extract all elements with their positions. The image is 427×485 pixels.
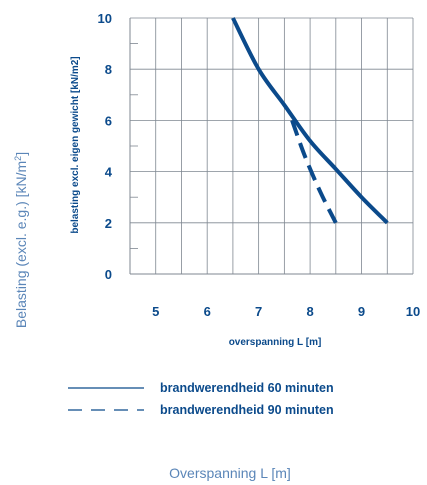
series	[231, 17, 389, 225]
legend-solid-label: brandwerendheid 60 minuten	[160, 381, 334, 395]
x-tick-label: 6	[204, 304, 211, 319]
y-tick-labels: 0 2 4 6 8 10	[98, 11, 113, 282]
legend-dashed-label: brandwerendheid 90 minuten	[160, 403, 334, 417]
y-tick-label: 2	[105, 216, 112, 231]
y-tick-label: 10	[98, 11, 112, 26]
y-axis-label: belasting excl. eigen gewicht [kN/m2]	[70, 56, 81, 233]
x-tick-labels: 5 6 7 8 9 10	[152, 304, 420, 319]
x-tick-label: 7	[255, 304, 262, 319]
x-tick-label: 5	[152, 304, 159, 319]
axes	[129, 18, 413, 275]
legend: brandwerendheid 60 minuten brandwerendhe…	[68, 381, 334, 417]
y-tick-label: 4	[105, 165, 113, 180]
outer-y-axis-label: Belasting (excl. e.g.) [kN/m2]	[13, 152, 29, 328]
grid	[130, 17, 414, 274]
x-tick-label: 8	[306, 304, 313, 319]
y-tick-label: 0	[105, 267, 112, 282]
x-axis-label: overspanning L [m]	[229, 337, 322, 348]
y-tick-label: 8	[105, 62, 112, 77]
outer-x-axis-label: Overspanning L [m]	[169, 465, 291, 481]
series-line-60-minuten	[231, 17, 389, 225]
x-tick-label: 9	[358, 304, 365, 319]
x-tick-label: 10	[406, 304, 420, 319]
outer-y-axis-label-end: ]	[13, 152, 29, 156]
outer-y-axis-label-superscript: 2	[13, 156, 23, 161]
outer-y-axis-label-main: Belasting (excl. e.g.) [kN/m	[13, 161, 29, 328]
series-line-90-minuten	[290, 119, 338, 224]
y-tick-label: 6	[105, 113, 112, 128]
